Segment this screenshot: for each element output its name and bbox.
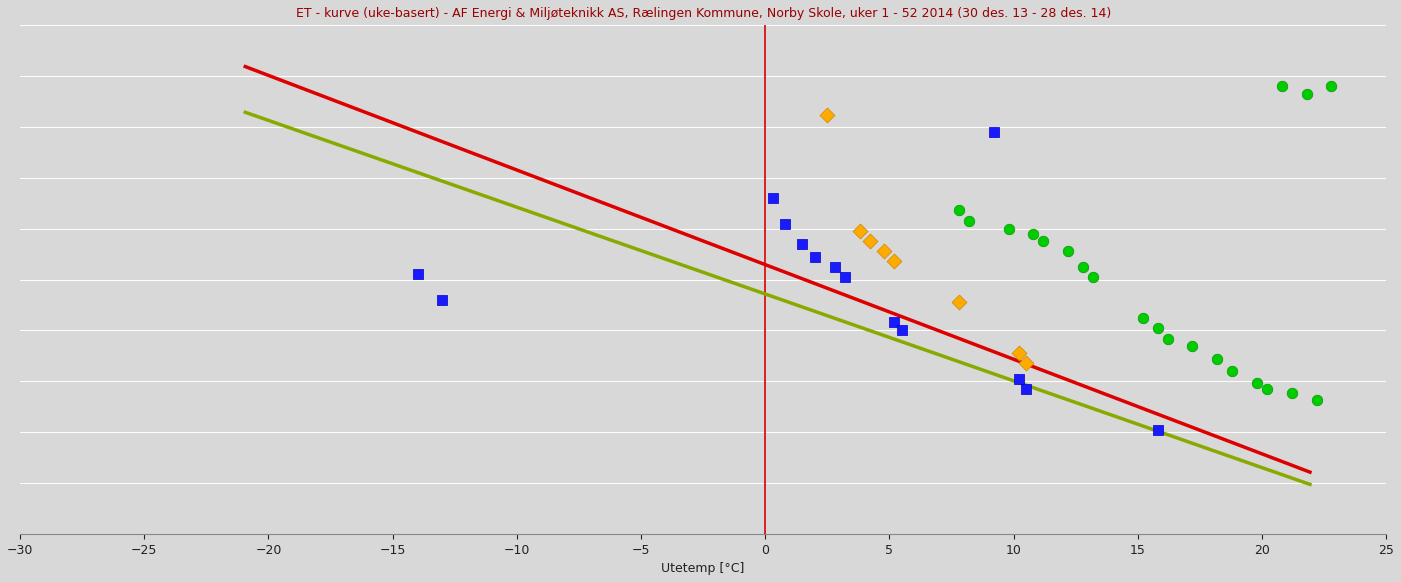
Point (1245, 379, 1268, 388)
Point (1220, 367, 1243, 376)
Point (406, 270, 429, 279)
Point (1007, 375, 1030, 384)
Point (773, 219, 796, 228)
Point (849, 226, 871, 235)
Point (1306, 395, 1328, 404)
Point (1281, 389, 1303, 398)
Point (804, 253, 827, 262)
Point (1082, 273, 1104, 282)
Point (1132, 314, 1154, 323)
Point (834, 273, 856, 282)
Point (1146, 425, 1168, 435)
Point (1033, 236, 1055, 246)
Point (1023, 229, 1045, 239)
Point (1007, 348, 1030, 357)
Point (873, 246, 895, 255)
Point (792, 239, 814, 249)
Point (824, 262, 846, 272)
Point (859, 236, 881, 246)
Point (1156, 334, 1178, 343)
Point (1014, 359, 1037, 368)
Point (947, 205, 969, 215)
Point (982, 127, 1005, 137)
Point (1255, 385, 1278, 394)
Title: ET - kurve (uke-basert) - AF Energi & Miljøteknikk AS, Rælingen Kommune, Norby S: ET - kurve (uke-basert) - AF Energi & Mi… (296, 7, 1111, 20)
Point (1320, 81, 1342, 91)
Point (1271, 81, 1293, 91)
Point (891, 326, 913, 335)
Point (432, 295, 454, 304)
Point (1072, 262, 1094, 272)
Point (762, 193, 785, 203)
Point (1296, 90, 1318, 99)
Point (883, 257, 905, 266)
Point (1146, 324, 1168, 333)
Point (1206, 354, 1229, 364)
Point (883, 318, 905, 327)
Point (1181, 341, 1203, 350)
X-axis label: Utetemp [°C]: Utetemp [°C] (661, 562, 745, 575)
Point (1014, 385, 1037, 394)
Point (817, 110, 839, 119)
Point (1056, 246, 1079, 255)
Point (958, 216, 981, 225)
Point (947, 297, 969, 307)
Point (998, 224, 1020, 233)
